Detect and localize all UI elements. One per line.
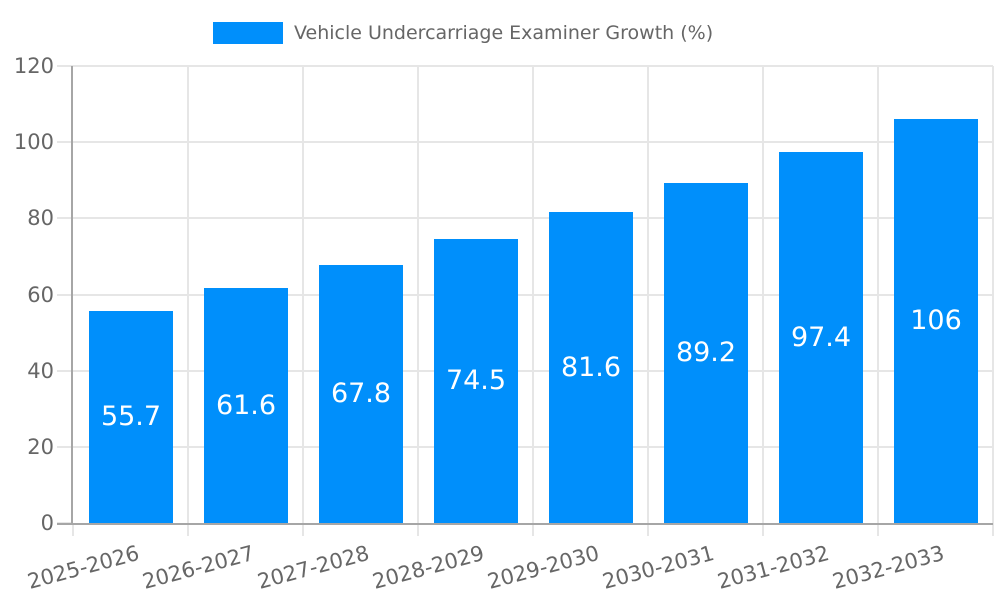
chart-legend: Vehicle Undercarriage Examiner Growth (%… [213,22,713,44]
x-tick [187,523,189,536]
x-tick [877,523,879,536]
x-tick [417,523,419,536]
x-tick [992,523,994,536]
y-tick [57,294,73,296]
x-tick-label: 2025-2026 [24,541,142,594]
x-gridline [532,66,534,523]
bar [894,119,978,523]
x-tick [647,523,649,536]
x-tick-label: 2026-2027 [139,541,257,594]
y-tick-label: 40 [27,359,54,383]
x-tick [302,523,304,536]
x-tick-label: 2028-2029 [369,541,487,594]
x-tick-label: 2029-2030 [484,541,602,594]
y-tick [57,217,73,219]
bar-value-label: 97.4 [790,322,852,353]
bar-value-label: 89.2 [675,337,737,368]
x-gridline [187,66,189,523]
bar-value-label: 81.6 [560,352,622,383]
bar-value-label: 55.7 [100,401,162,432]
x-tick-label: 2027-2028 [254,541,372,594]
y-tick-label: 0 [40,511,54,535]
x-gridline [992,66,994,523]
legend-label: Vehicle Undercarriage Examiner Growth (%… [294,22,714,44]
y-axis-line [71,66,73,525]
legend-swatch [213,22,283,44]
bar [664,183,748,523]
bar [779,152,863,523]
y-tick-label: 80 [27,206,54,230]
x-tick [762,523,764,536]
bar-value-label: 67.8 [330,378,392,409]
bar [549,212,633,523]
x-tick [532,523,534,536]
x-gridline [647,66,649,523]
y-tick [57,370,73,372]
bar-value-label: 106 [910,305,962,336]
bar [434,239,518,523]
x-tick-label: 2031-2032 [714,541,832,594]
x-gridline [417,66,419,523]
y-tick [57,65,73,67]
bar [89,311,173,523]
bar-value-label: 74.5 [445,365,507,396]
x-gridline [762,66,764,523]
x-axis-line [57,523,993,525]
x-tick-label: 2032-2033 [829,541,947,594]
x-tick [72,523,74,536]
y-tick-label: 100 [13,130,54,154]
bar [319,265,403,523]
x-tick-label: 2030-2031 [599,541,717,594]
bar-value-label: 61.6 [215,390,277,421]
y-tick-label: 60 [27,283,54,307]
x-gridline [302,66,304,523]
y-tick [57,446,73,448]
bar [204,288,288,523]
y-tick-label: 120 [13,54,54,78]
y-tick [57,141,73,143]
y-tick-label: 20 [27,435,54,459]
x-gridline [877,66,879,523]
